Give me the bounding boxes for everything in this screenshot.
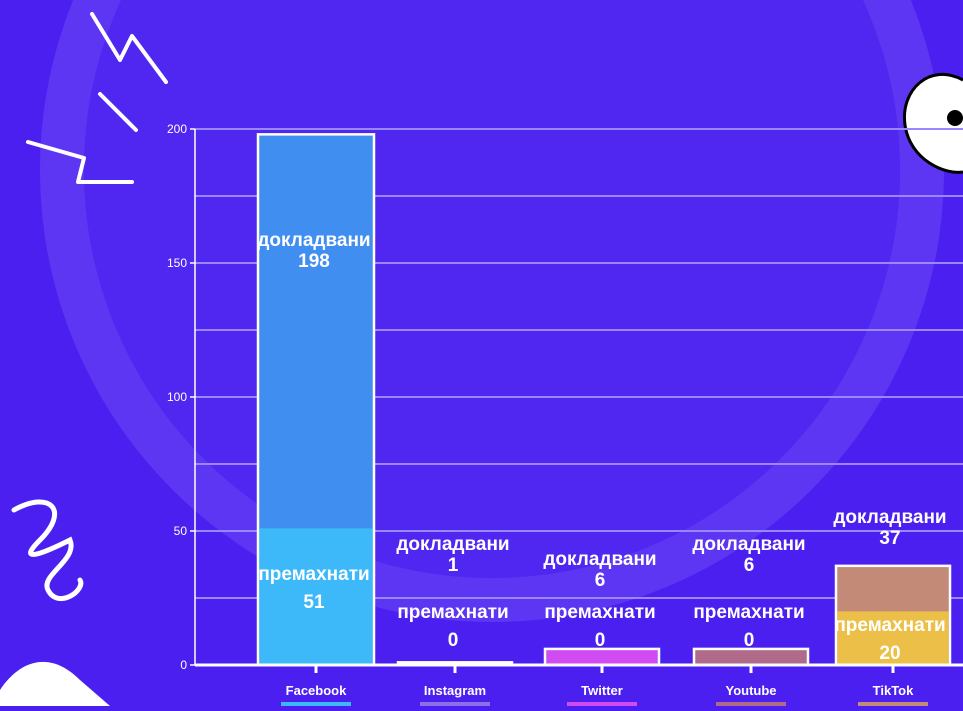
data-label-reported-name: докладвани (396, 534, 509, 555)
data-label-removed-value: 0 (448, 630, 459, 651)
data-label-removed-value: 0 (744, 630, 755, 651)
y-tick-label: 50 (174, 524, 188, 538)
y-tick-label: 0 (180, 658, 187, 672)
decor-zigzag-squiggle (26, 12, 168, 184)
data-label-removed-value: 0 (595, 630, 606, 651)
x-tick-label: Twitter (581, 683, 623, 698)
decor-speech-bubble (902, 73, 963, 174)
data-label-reported-name: докладвани (833, 507, 946, 528)
decor-blob-white (0, 661, 110, 706)
bar-removed (259, 528, 373, 664)
data-label-removed-name: премахнати (397, 602, 508, 623)
bar-removed (837, 611, 949, 664)
category-swatch (281, 702, 351, 706)
data-label-removed-name: премахнати (834, 615, 945, 636)
x-tick-label: TikTok (873, 683, 914, 698)
label-layer: докладвани198премахнати51докладвани1прем… (257, 230, 946, 664)
data-label-removed-value: 51 (303, 592, 325, 613)
data-label-reported-value: 6 (744, 555, 755, 576)
decor-speech-dot (947, 110, 963, 126)
category-swatch (716, 702, 786, 706)
data-label-reported-value: 1 (448, 555, 459, 576)
data-label-removed-name: премахнати (693, 602, 804, 623)
data-label-reported-name: докладвани (543, 549, 656, 570)
data-label-reported-value: 198 (298, 251, 330, 272)
bar-reported (543, 647, 661, 667)
data-label-reported-name: докладвани (692, 534, 805, 555)
y-tick-label: 100 (167, 390, 187, 404)
y-tick-label: 150 (167, 256, 187, 270)
bar-layer (256, 133, 952, 667)
decor-curly-squiggle (11, 499, 84, 602)
data-label-reported-name: докладвани (257, 230, 370, 251)
data-label-removed-name: премахнати (258, 564, 369, 585)
x-tick-label: Facebook (286, 683, 347, 698)
category-swatch (858, 702, 928, 706)
data-label-removed-value: 20 (879, 643, 900, 664)
decor-large-ring (40, 0, 944, 622)
y-tick-label: 200 (167, 122, 187, 136)
bar-reported (692, 647, 810, 667)
data-label-reported-value: 37 (879, 528, 900, 549)
x-tick-label: Youtube (725, 683, 776, 698)
data-label-removed-name: премахнати (544, 602, 655, 623)
data-label-reported-value: 6 (595, 570, 606, 591)
category-swatch (567, 702, 637, 706)
category-swatch (420, 702, 490, 706)
x-tick-label: Instagram (424, 683, 486, 698)
